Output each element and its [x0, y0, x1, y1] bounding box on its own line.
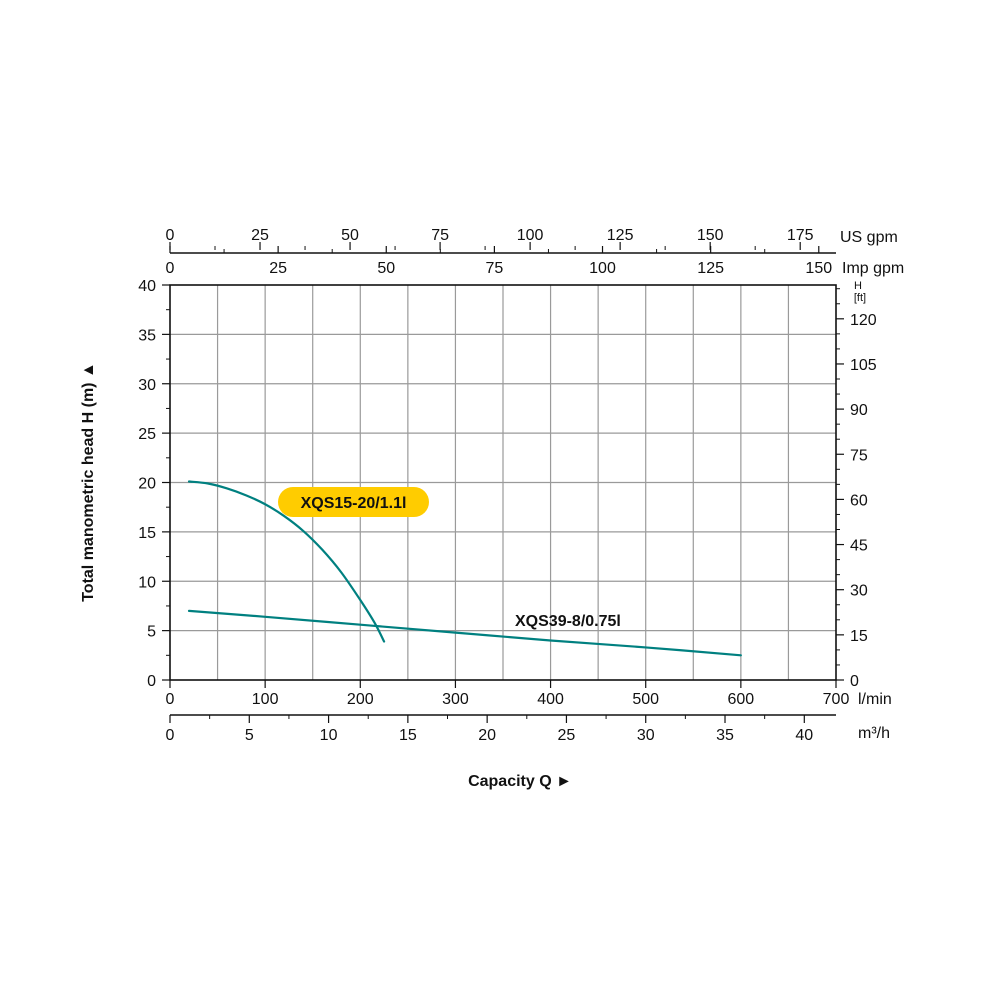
imp-gpm-tick-label: 0: [166, 260, 175, 277]
x-tick-label: 300: [442, 691, 469, 708]
m3h-tick-label: 30: [637, 727, 655, 744]
m3h-tick-label: 15: [399, 727, 417, 744]
series-label-badge: [278, 487, 429, 517]
m3h-tick-label: 40: [795, 727, 813, 744]
imp-gpm-tick-label: 25: [269, 260, 287, 277]
ft-unit-bottom: [ft]: [854, 292, 866, 304]
series-label-xqs39-8: XQS39-8/0.75l: [515, 613, 621, 630]
m3h-tick-label: 35: [716, 727, 734, 744]
tick-labels: 05101520253035400153045607590105120H[ft]…: [138, 227, 904, 744]
us-gpm-tick-label: 25: [251, 227, 269, 244]
imp-gpm-unit-label: Imp gpm: [842, 260, 904, 277]
us-gpm-tick-label: 175: [787, 227, 814, 244]
ft-tick-label: 90: [850, 402, 868, 419]
x-unit-label: l/min: [858, 691, 892, 708]
x-axis-title: Capacity Q ►: [468, 773, 572, 790]
series-line-xqs15-20: [187, 480, 386, 643]
m3h-tick-label: 10: [320, 727, 338, 744]
x-tick-label: 600: [728, 691, 755, 708]
y-tick-label: 40: [138, 278, 156, 295]
m3h-tick-label: 5: [245, 727, 254, 744]
x-tick-label: 0: [166, 691, 175, 708]
imp-gpm-tick-label: 75: [485, 260, 503, 277]
m3h-tick-label: 0: [166, 727, 175, 744]
y-tick-label: 15: [138, 525, 156, 542]
m3h-tick-label: 25: [558, 727, 576, 744]
imp-gpm-tick-label: 125: [697, 260, 724, 277]
imp-gpm-tick-label: 150: [805, 260, 832, 277]
ft-tick-label: 30: [850, 583, 868, 600]
us-gpm-tick-label: 125: [607, 227, 634, 244]
x-tick-label: 200: [347, 691, 374, 708]
us-gpm-unit-label: US gpm: [840, 229, 898, 246]
y-tick-label: 25: [138, 426, 156, 443]
y-tick-label: 30: [138, 377, 156, 394]
series: [187, 480, 742, 657]
ft-tick-label: 15: [850, 628, 868, 645]
ft-unit-top: H: [854, 280, 862, 292]
m3h-unit-label: m³/h: [858, 725, 890, 742]
ft-tick-label: 75: [850, 447, 868, 464]
x-tick-label: 100: [252, 691, 279, 708]
y-tick-label: 10: [138, 574, 156, 591]
imp-gpm-tick-label: 50: [377, 260, 395, 277]
us-gpm-tick-label: 0: [166, 227, 175, 244]
y-tick-label: 35: [138, 327, 156, 344]
us-gpm-tick-label: 75: [431, 227, 449, 244]
ft-tick-label: 60: [850, 492, 868, 509]
y-axis-title: Total manometric head H (m) ▲: [80, 362, 97, 602]
axes: [162, 242, 844, 723]
series-line-xqs39-8: [187, 609, 742, 657]
y-tick-label: 20: [138, 476, 156, 493]
x-tick-label: 700: [823, 691, 850, 708]
series-label-xqs15-20: XQS15-20/1.1l: [301, 495, 407, 512]
x-tick-label: 400: [537, 691, 564, 708]
annotations: Total manometric head H (m) ▲ Capacity Q …: [80, 362, 621, 790]
y-tick-label: 5: [147, 624, 156, 641]
ft-tick-label: 45: [850, 538, 868, 555]
us-gpm-tick-label: 150: [697, 227, 724, 244]
y-tick-label: 0: [147, 673, 156, 690]
us-gpm-tick-label: 50: [341, 227, 359, 244]
imp-gpm-tick-label: 100: [589, 260, 616, 277]
grid: [170, 285, 836, 680]
ft-tick-label: 120: [850, 312, 877, 329]
m3h-tick-label: 20: [478, 727, 496, 744]
x-tick-label: 500: [632, 691, 659, 708]
us-gpm-tick-label: 100: [517, 227, 544, 244]
ft-tick-label: 105: [850, 357, 877, 374]
ft-tick-label: 0: [850, 673, 859, 690]
